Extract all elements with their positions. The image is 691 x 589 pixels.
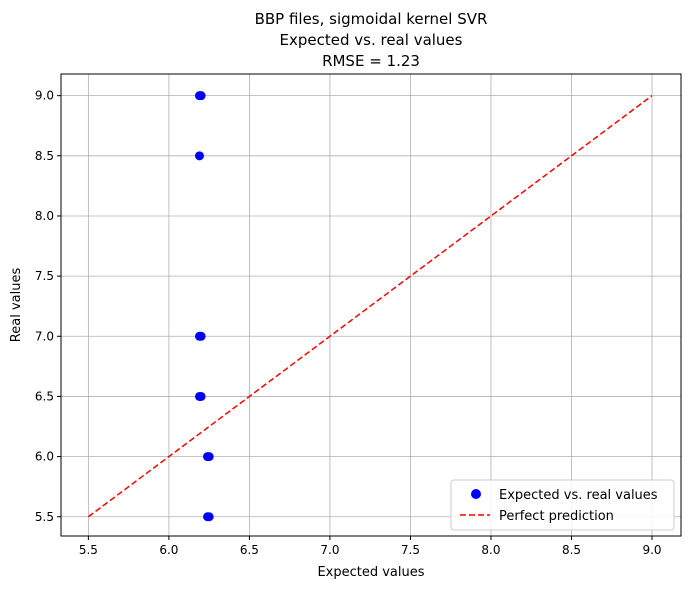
legend-label-line: Perfect prediction [499, 509, 614, 524]
plot-frame [60, 73, 682, 537]
scatter-point [204, 512, 214, 522]
x-tick-label: 5.5 [79, 543, 98, 557]
title-line-1: BBP files, sigmoidal kernel SVR [255, 10, 488, 28]
legend: Expected vs. real values Perfect predict… [450, 479, 675, 531]
plot-series [87, 91, 653, 522]
legend-label-scatter: Expected vs. real values [499, 488, 658, 503]
x-tick-label: 7.0 [320, 543, 339, 557]
legend-marker-scatter [471, 489, 481, 499]
y-tick-label: 8.5 [35, 149, 54, 163]
y-tick-label: 7.5 [35, 269, 54, 283]
y-tick-label: 6.5 [35, 389, 54, 403]
x-tick-label: 6.0 [159, 543, 178, 557]
perfect-prediction-line [87, 95, 653, 518]
y-axis-label: Real values [9, 268, 24, 343]
scatter-point [196, 391, 206, 401]
x-tick-label: 6.5 [240, 543, 259, 557]
scatter-point [196, 91, 206, 101]
axis-ticks: 5.5 6.0 6.5 7.0 7.5 8.0 8.5 9.0 5.5 6.0 6.5 7.0 7.5 8… [35, 89, 662, 557]
x-tick-label: 8.0 [481, 543, 500, 557]
legend-box [450, 479, 675, 531]
y-tick-label: 5.5 [35, 510, 54, 524]
y-tick-label: 6.0 [35, 450, 54, 464]
x-tick-label: 8.5 [562, 543, 581, 557]
title-line-2: Expected vs. real values [280, 31, 463, 49]
y-tick-label: 9.0 [35, 89, 54, 103]
scatter-point [196, 331, 206, 341]
title-line-3: RMSE = 1.23 [322, 52, 420, 70]
scatter-point [204, 452, 214, 462]
x-axis-label: Expected values [317, 565, 424, 580]
grid [61, 74, 681, 536]
x-tick-label: 7.5 [401, 543, 420, 557]
chart-title: BBP files, sigmoidal kernel SVR Expected… [255, 10, 488, 70]
y-tick-label: 8.0 [35, 209, 54, 223]
x-tick-label: 9.0 [642, 543, 661, 557]
y-tick-label: 7.0 [35, 329, 54, 343]
scatter-point [194, 151, 204, 161]
